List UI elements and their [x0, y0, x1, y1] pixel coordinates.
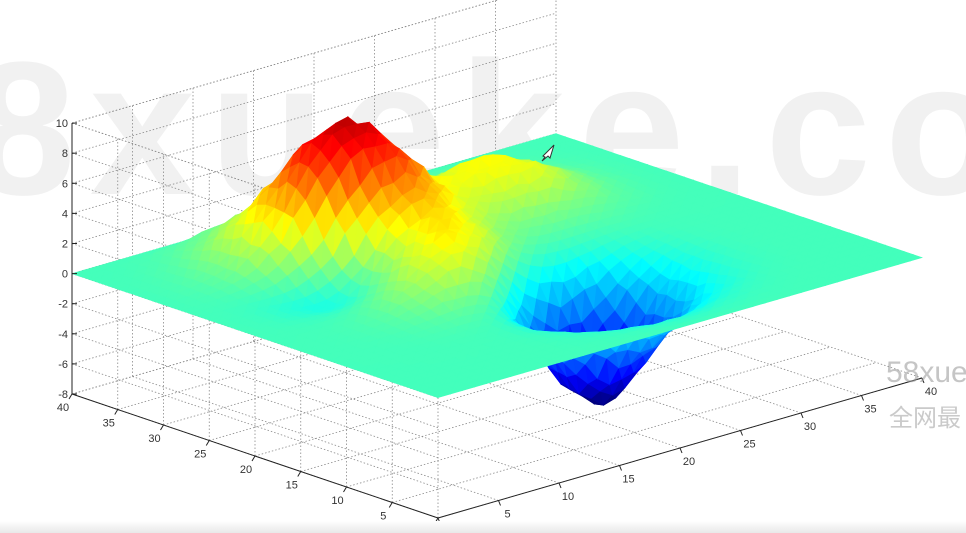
z-tick-label: -2 [58, 299, 68, 311]
z-tick-label: 8 [62, 148, 68, 160]
grid-line [71, 303, 439, 429]
x-tick-label: 35 [864, 404, 876, 416]
y-tick-label: 20 [240, 464, 252, 476]
x-tick-label: 20 [683, 456, 695, 468]
x-tick-label: 5 [504, 509, 510, 521]
z-tick-label: -4 [58, 329, 68, 341]
mouse-pointer-icon [541, 144, 555, 162]
x-tick-label: 15 [622, 474, 634, 486]
y-tick-mark [251, 455, 256, 462]
y-tick-mark [343, 486, 347, 493]
y-tick-label: 35 [103, 418, 115, 430]
x-tick-mark [558, 482, 562, 489]
z-tick-label: -8 [58, 389, 68, 401]
x-tick-mark [921, 377, 925, 384]
z-tick-label: -6 [58, 359, 68, 371]
x-tick-mark [740, 430, 743, 436]
window-bottom-edge [0, 521, 966, 533]
y-tick-mark [205, 440, 210, 446]
y-tick-label: 25 [194, 449, 206, 461]
x-tick-mark [679, 447, 683, 454]
z-tick-label: 0 [62, 269, 68, 281]
y-tick-mark [160, 424, 164, 431]
x-tick-label: 30 [804, 421, 816, 433]
grid-line [71, 0, 500, 124]
x-tick-label: 10 [562, 491, 574, 503]
y-tick-mark [297, 471, 302, 477]
x-tick-mark [800, 412, 804, 419]
axes-frame [68, 122, 925, 524]
surface-mesh [71, 115, 923, 406]
grid-line [192, 358, 560, 484]
watermark-site: 58xue [886, 356, 966, 389]
grid-line [71, 0, 500, 124]
y-tick-label: 10 [331, 495, 343, 507]
x-tick-mark [861, 395, 864, 401]
x-tick-mark [498, 500, 501, 506]
z-tick-label: 10 [56, 118, 68, 130]
y-tick-mark [114, 409, 119, 415]
surface-facet [909, 254, 923, 262]
y-tick-label: 40 [57, 402, 69, 414]
z-tick-label: 2 [62, 239, 68, 251]
grid-line [253, 341, 620, 466]
y-tick-mark [388, 502, 393, 508]
watermark-tagline: 全网最 [889, 404, 961, 432]
grid-line [71, 363, 439, 489]
x-tick-label: 25 [743, 439, 755, 451]
y-tick-mark [68, 393, 73, 400]
y-tick-label: 15 [286, 480, 298, 492]
x-tick-label: 40 [925, 386, 937, 398]
grid-line [71, 12, 557, 154]
y-tick-label: 30 [148, 433, 160, 445]
z-tick-label: 6 [62, 178, 68, 190]
grid-line [71, 333, 439, 459]
z-tick-label: 4 [62, 208, 68, 220]
grid-line [132, 376, 499, 501]
y-tick-label: 5 [380, 511, 386, 523]
x-tick-mark [619, 465, 622, 471]
